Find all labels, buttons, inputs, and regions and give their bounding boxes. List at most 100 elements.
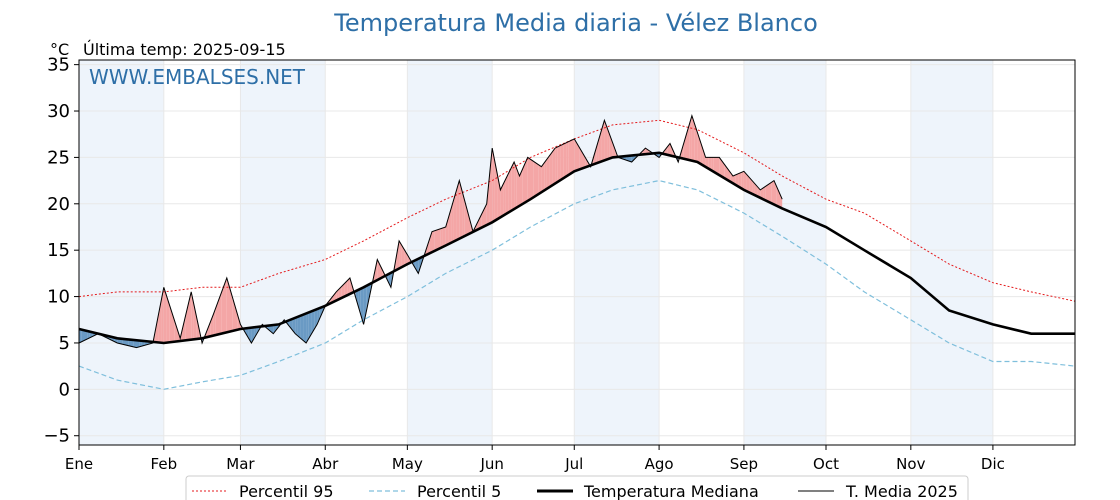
fill-above-median xyxy=(555,146,558,184)
legend-box xyxy=(185,475,969,500)
x-tick-label: Jul xyxy=(564,455,583,473)
month-shading xyxy=(79,60,993,445)
fill-above-median xyxy=(536,163,539,196)
fill-above-median xyxy=(708,157,712,171)
x-tick-label: Nov xyxy=(896,455,925,473)
fill-above-median xyxy=(459,180,463,239)
series-line-p5 xyxy=(78,179,1076,390)
fill-below-median xyxy=(133,340,137,348)
fill-above-median xyxy=(440,227,443,249)
fill-above-median xyxy=(224,278,227,333)
fill-above-median xyxy=(525,157,528,203)
fill-above-median xyxy=(741,171,744,190)
fill-above-median xyxy=(760,188,764,200)
fill-above-median xyxy=(702,149,706,167)
fill-above-median xyxy=(519,169,523,206)
fill-above-median xyxy=(166,295,170,343)
fill-below-median xyxy=(81,329,85,342)
y-tick-label: 10 xyxy=(47,287,70,308)
y-tick-label: 20 xyxy=(47,194,70,215)
fill-above-median xyxy=(746,174,750,193)
fill-above-median xyxy=(155,315,159,343)
fill-below-median xyxy=(84,330,88,341)
y-tick-label: 15 xyxy=(47,240,70,261)
fill-above-median xyxy=(533,161,536,198)
fill-above-median xyxy=(336,289,339,301)
fill-above-median xyxy=(604,120,608,161)
fill-above-median xyxy=(442,227,446,247)
y-tick-label: 25 xyxy=(47,147,70,168)
fill-above-median xyxy=(601,120,605,162)
fill-above-median xyxy=(462,190,465,238)
fill-above-median xyxy=(765,184,769,202)
fill-below-median xyxy=(306,312,309,343)
series-lines xyxy=(78,114,1076,390)
fill-above-median xyxy=(705,157,709,169)
fill-above-median xyxy=(577,143,580,171)
fill-above-median xyxy=(484,203,487,227)
fill-above-median xyxy=(754,183,758,197)
fill-above-median xyxy=(585,157,588,168)
fill-above-median xyxy=(432,230,435,253)
fill-above-median xyxy=(174,321,178,342)
fill-below-median xyxy=(363,285,367,325)
fill-below-median xyxy=(360,287,364,325)
fill-below-median xyxy=(317,308,320,325)
unit-label: °C xyxy=(50,40,69,59)
fill-above-median xyxy=(505,173,509,215)
fill-above-median xyxy=(768,182,772,204)
fill-below-median xyxy=(125,339,129,346)
fill-above-median xyxy=(489,148,493,224)
plot-frame xyxy=(78,59,1076,446)
fill-below-median xyxy=(139,340,142,347)
fill-above-median xyxy=(607,127,610,160)
x-tick-label: Dic xyxy=(981,455,1005,473)
fill-below-median xyxy=(311,310,315,334)
fill-above-median xyxy=(235,305,238,331)
fill-above-median xyxy=(571,138,575,174)
fill-below-median xyxy=(314,309,318,329)
fill-below-median xyxy=(358,288,361,316)
fill-above-median xyxy=(183,315,186,341)
fill-below-median xyxy=(245,328,249,339)
fill-above-median xyxy=(453,189,457,242)
fill-above-median xyxy=(437,228,441,250)
legend-median-label: Temperatura Mediana xyxy=(583,482,759,500)
fill-below-median xyxy=(292,317,296,334)
fill-below-median xyxy=(631,155,635,162)
last-temp-label: Última temp: 2025-09-15 xyxy=(83,40,286,59)
fill-below-median xyxy=(308,311,312,339)
fill-above-median xyxy=(774,180,777,206)
x-axis: Ene Feb Mar Abr May Jun Jul Ago Sep Oct Nov Dic xyxy=(65,445,1005,473)
fill-above-median xyxy=(722,161,725,179)
fill-above-median xyxy=(544,159,547,191)
fill-above-median xyxy=(191,291,194,340)
fill-above-median xyxy=(724,164,728,181)
fill-below-median xyxy=(366,284,369,312)
fill-below-median xyxy=(79,329,82,343)
fill-above-median xyxy=(434,229,438,251)
fill-above-median xyxy=(503,178,506,216)
fill-above-median xyxy=(779,193,783,209)
fill-below-median xyxy=(131,339,134,347)
fill-above-median xyxy=(563,142,567,179)
fill-above-median xyxy=(467,211,471,235)
legend-p95-label: Percentil 95 xyxy=(239,482,334,500)
chart-title: Temperatura Media diaria - Vélez Blanco xyxy=(333,9,818,37)
fill-above-median xyxy=(560,144,564,180)
fill-above-median xyxy=(697,132,701,164)
fill-above-median xyxy=(596,138,599,164)
fill-above-median xyxy=(738,172,742,189)
y-tick-label: 0 xyxy=(59,379,70,400)
fill-above-median xyxy=(169,304,172,343)
x-tick-label: Oct xyxy=(813,455,839,473)
fill-above-median xyxy=(492,148,495,223)
fill-below-median xyxy=(303,313,307,343)
fill-below-median xyxy=(136,340,140,348)
fill-above-median xyxy=(749,177,753,194)
fill-above-median xyxy=(579,148,583,170)
fill-above-median xyxy=(557,145,561,182)
fill-above-median xyxy=(686,124,690,161)
fill-above-median xyxy=(546,155,550,189)
fill-above-median xyxy=(538,164,542,194)
